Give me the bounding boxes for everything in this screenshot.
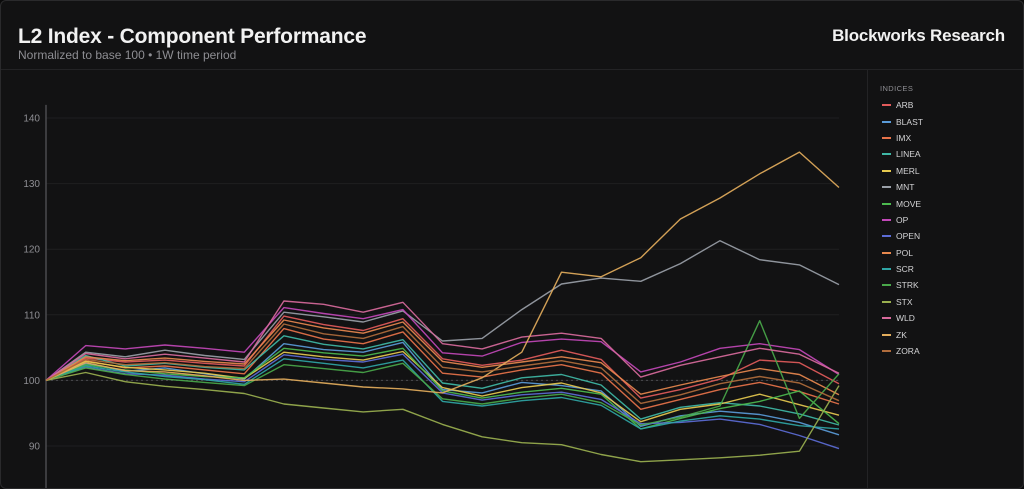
series-line-op [45,306,840,381]
y-tick-label-120: 120 [23,245,40,256]
legend-label: ARB [896,100,914,111]
legend-label: OPEN [896,231,921,242]
series-line-strk [45,319,840,426]
series-line-imx [45,327,840,410]
legend-item-merl[interactable]: MERL [882,163,923,179]
legend-item-op[interactable]: OP [882,212,923,228]
legend-item-linea[interactable]: LINEA [882,146,923,162]
legend-label: STRK [896,280,919,291]
legend-swatch [882,284,891,287]
legend-swatch [882,169,891,172]
y-tick-label-90: 90 [29,442,41,453]
brand-name: Blockworks Research [832,26,1005,45]
legend-item-blast[interactable]: BLAST [882,113,923,129]
legend-item-pol[interactable]: POL [882,245,923,261]
y-tick-label-140: 140 [23,114,40,125]
legend-swatch [882,186,891,189]
legend-label: WLD [896,313,915,324]
y-tick-label-110: 110 [24,310,40,321]
legend-item-open[interactable]: OPEN [882,228,923,244]
line-chart: 90 100 110 120 130 140 [23,104,840,488]
legend-label: ZORA [896,346,920,357]
legend-swatch [882,218,891,221]
legend-title: INDICES [880,84,914,93]
series-line-mnt [45,239,840,381]
legend-swatch [882,317,891,320]
legend-item-scr[interactable]: SCR [882,261,923,277]
series-line-merl [45,350,840,423]
chart-title: L2 Index - Component Performance [18,25,367,48]
legend-item-mnt[interactable]: MNT [882,179,923,195]
legend-label: MERL [896,165,920,176]
legend-swatch [882,136,891,139]
legend-swatch [882,300,891,303]
legend-label: ZK [896,329,907,340]
series-line-move [45,347,840,430]
legend-item-imx[interactable]: IMX [882,130,923,146]
legend: INDICES ARB BLAST IMX LINEA MERL MNT MOVE OP OPE… [867,70,1023,488]
y-tick-label-100: 100 [23,376,40,387]
legend-swatch [882,350,891,353]
legend-swatch [882,333,891,336]
legend-swatch [882,120,891,123]
series-line-pol [45,319,840,396]
legend-item-wld[interactable]: WLD [882,310,923,326]
legend-item-zk[interactable]: ZK [882,326,923,342]
legend-label: STX [896,296,913,307]
chart-header: L2 Index - Component Performance Normali… [1,1,1023,70]
legend-label: OP [896,214,909,225]
legend-swatch [882,202,891,205]
legend-item-zora[interactable]: ZORA [882,343,923,359]
legend-label: LINEA [896,149,921,160]
legend-swatch [882,153,891,156]
legend-item-stx[interactable]: STX [882,294,923,310]
series-line-scr [45,358,840,430]
legend-swatch [882,268,891,271]
y-tick-label-130: 130 [23,179,40,190]
legend-item-strk[interactable]: STRK [882,277,923,293]
legend-item-move[interactable]: MOVE [882,195,923,211]
legend-label: MOVE [896,198,922,209]
legend-swatch [882,235,891,238]
chart-subtitle: Normalized to base 100 • 1W time period [18,48,237,62]
series-line-arb [45,315,840,399]
series-line-wld [45,300,840,381]
legend-label: SCR [896,264,914,275]
series-line-blast [45,341,840,436]
series-line-zk [45,151,840,394]
legend-item-arb[interactable]: ARB [882,97,923,113]
legend-label: POL [896,247,914,258]
legend-swatch [882,251,891,254]
legend-label: BLAST [896,116,923,127]
legend-label: MNT [896,182,915,193]
legend-label: IMX [896,132,912,143]
legend-swatch [882,104,891,107]
legend-items: ARB BLAST IMX LINEA MERL MNT MOVE OP OPEN POL SCR S… [882,97,923,359]
series-line-stx [45,371,840,463]
series-line-zora [45,323,840,405]
